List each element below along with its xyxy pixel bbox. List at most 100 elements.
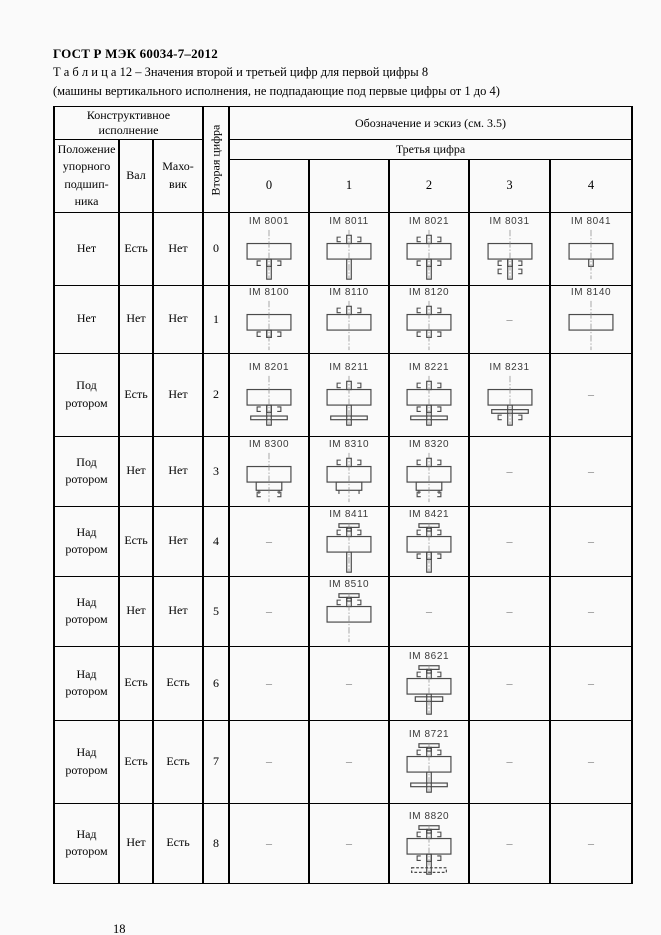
motor-sketch-icon <box>246 229 292 280</box>
sketch-cell: IM 8820 <box>388 802 470 884</box>
shaft-cell: Нет <box>118 435 154 507</box>
page-number: 18 <box>113 922 126 935</box>
shaft-cell: Есть <box>118 645 154 721</box>
sketch-cell: IM 8310 <box>308 435 390 507</box>
motor-sketch-icon <box>406 229 452 280</box>
flywheel-cell: Нет <box>152 352 204 437</box>
second-digit-cell: 1 <box>202 284 230 354</box>
bearing-position-cell: Над ротором <box>53 575 120 647</box>
table-row: Над ротором Есть Есть 7– – IM 8721– – <box>53 719 634 804</box>
im-code-label: IM 8041 <box>570 216 612 228</box>
bearing-position-cell: Над ротором <box>53 719 120 804</box>
im-code-label: IM 8140 <box>570 286 612 298</box>
table-row: Над ротором Есть Есть 6– – IM 8621– – <box>53 645 634 721</box>
table-row: Под ротором Есть Нет 2 IM 8201 IM 8211 IM 8221… <box>53 352 634 437</box>
digit-header-4: 4 <box>548 159 634 213</box>
im-code-label: IM 8421 <box>408 508 450 520</box>
motor-sketch-icon <box>246 375 292 426</box>
sketch-cell: IM 8110 <box>308 284 390 354</box>
flywheel-cell: Есть <box>152 719 204 804</box>
shaft-cell: Есть <box>118 719 154 804</box>
sketch-cell: IM 8421 <box>388 505 470 577</box>
shaft-cell: Есть <box>118 211 154 286</box>
motor-sketch-icon <box>326 375 372 426</box>
im-code-label: IM 8011 <box>329 216 369 228</box>
motor-sketch-icon <box>406 742 452 793</box>
digit-header-0: 0 <box>228 159 310 213</box>
empty-cell: – <box>228 575 310 647</box>
second-digit-cell: 7 <box>202 719 230 804</box>
shaft-cell: Нет <box>118 284 154 354</box>
empty-cell-dash: – <box>506 754 513 769</box>
empty-cell: – <box>468 284 551 354</box>
empty-cell: – <box>548 505 634 577</box>
empty-cell-dash: – <box>266 533 272 548</box>
im-code-label: IM 8221 <box>408 362 450 374</box>
shaft-cell: Есть <box>118 352 154 437</box>
sketch-cell: IM 8001 <box>228 211 310 286</box>
sketch-cell: IM 8021 <box>388 211 470 286</box>
motor-sketch-icon <box>246 452 292 502</box>
empty-cell-dash: – <box>506 835 513 850</box>
empty-cell-dash: – <box>588 533 594 548</box>
sketch-cell: IM 8621 <box>388 645 470 721</box>
empty-cell: – <box>468 645 551 721</box>
table-head: Конструктивное исполнение Вторая цифра О… <box>53 106 634 213</box>
table-header-row-digits: 0 1 2 3 4 <box>54 159 634 213</box>
sketch-cell: IM 8221 <box>388 352 470 437</box>
table-header-row-groups: Конструктивное исполнение Вторая цифра О… <box>53 106 634 213</box>
table-row: Над ротором Есть Нет 4 – IM 8411 IM 8421 – – <box>53 505 634 577</box>
flywheel-cell: Нет <box>152 435 204 507</box>
empty-cell: – <box>548 645 634 721</box>
empty-cell: – <box>308 802 390 884</box>
second-digit-header: Вторая цифра <box>203 106 229 213</box>
motor-sketch-icon <box>568 229 614 280</box>
motor-sketch-icon <box>406 664 452 715</box>
flywheel-header: Махо- вик <box>152 139 204 213</box>
sketch-cell: IM 8041 <box>548 211 634 286</box>
flywheel-cell: Нет <box>152 211 204 286</box>
digit-header-2: 2 <box>388 159 470 213</box>
empty-cell-dash: – <box>506 463 513 478</box>
empty-cell: – <box>548 802 634 884</box>
flywheel-cell: Есть <box>152 645 204 721</box>
table-row: Под ротором Нет Нет 3 IM 8300 IM 8310 IM 8320–… <box>53 435 634 507</box>
motor-sketch-icon <box>246 300 292 350</box>
im-code-label: IM 8021 <box>408 216 450 228</box>
motor-sketch-icon <box>486 229 533 280</box>
empty-cell-dash: – <box>346 835 352 850</box>
sketch-cell: IM 8011 <box>308 211 390 286</box>
empty-cell: – <box>468 802 551 884</box>
sketch-cell: IM 8100 <box>228 284 310 354</box>
table-body: Нет Есть Нет 0 IM 8001 IM 8011 IM 8021 IM 8031 I… <box>53 211 634 884</box>
sketch-cell: IM 8320 <box>388 435 470 507</box>
empty-cell: – <box>548 352 634 437</box>
doc-title: ГОСТ Р МЭК 60034-7–2012 <box>53 46 218 61</box>
im-code-label: IM 8211 <box>329 362 369 374</box>
empty-cell-dash: – <box>588 835 594 850</box>
empty-cell: – <box>388 575 470 647</box>
second-digit-cell: 8 <box>202 802 230 884</box>
second-digit-cell: 6 <box>202 645 230 721</box>
empty-cell-dash: – <box>346 675 352 690</box>
table-row: Нет Нет Нет 1 IM 8100 IM 8110 IM 8120– IM 8140 <box>53 284 634 354</box>
shaft-cell: Нет <box>118 802 154 884</box>
empty-cell-dash: – <box>588 754 594 769</box>
sketch-cell: IM 8211 <box>308 352 390 437</box>
empty-cell: – <box>468 575 551 647</box>
shaft-header: Вал <box>118 139 154 213</box>
third-digit-header: Третья цифра <box>227 138 634 161</box>
bearing-position-cell: Над ротором <box>53 802 120 884</box>
empty-cell-dash: – <box>346 754 352 769</box>
digit-header-3: 3 <box>468 159 551 213</box>
empty-cell-dash: – <box>266 835 272 850</box>
second-digit-cell: 3 <box>202 435 230 507</box>
bearing-position-header: Положение упорного подшип- ника <box>53 139 120 213</box>
table-row: Над ротором Нет Нет 5– IM 8510– – – <box>53 575 634 647</box>
shaft-cell: Есть <box>118 505 154 577</box>
sketch-cell: IM 8140 <box>548 284 634 354</box>
motor-sketch-icon <box>406 452 452 502</box>
empty-cell: – <box>548 719 634 804</box>
empty-cell: – <box>548 575 634 647</box>
